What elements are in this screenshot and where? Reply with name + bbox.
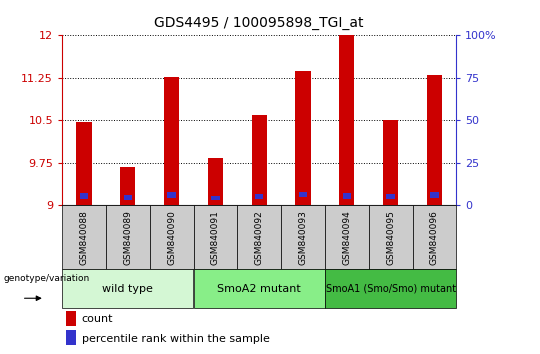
Text: GSM840090: GSM840090 bbox=[167, 210, 176, 265]
Bar bbox=[193, 205, 237, 269]
Bar bbox=[62, 269, 193, 308]
Bar bbox=[369, 205, 413, 269]
Text: GSM840092: GSM840092 bbox=[255, 210, 264, 264]
Bar bbox=[193, 269, 325, 308]
Bar bbox=[299, 192, 307, 198]
Text: GSM840093: GSM840093 bbox=[299, 210, 307, 265]
Text: count: count bbox=[82, 314, 113, 324]
Bar bbox=[387, 194, 395, 199]
Bar bbox=[208, 158, 223, 205]
Bar bbox=[252, 115, 267, 205]
Bar bbox=[339, 35, 354, 205]
Bar bbox=[106, 205, 150, 269]
Text: GSM840088: GSM840088 bbox=[79, 210, 89, 265]
Bar bbox=[281, 205, 325, 269]
Bar bbox=[342, 193, 351, 199]
Bar bbox=[66, 331, 76, 346]
Bar bbox=[255, 194, 264, 199]
Bar bbox=[62, 205, 106, 269]
Text: genotype/variation: genotype/variation bbox=[3, 274, 89, 283]
Bar bbox=[211, 196, 220, 200]
Bar bbox=[427, 75, 442, 205]
Bar bbox=[124, 195, 132, 200]
Text: GSM840095: GSM840095 bbox=[386, 210, 395, 265]
Bar bbox=[167, 192, 176, 198]
Bar bbox=[80, 193, 88, 199]
Bar bbox=[66, 311, 76, 326]
Bar bbox=[413, 205, 456, 269]
Text: SmoA2 mutant: SmoA2 mutant bbox=[217, 284, 301, 293]
Text: SmoA1 (Smo/Smo) mutant: SmoA1 (Smo/Smo) mutant bbox=[326, 284, 456, 293]
Bar bbox=[120, 167, 136, 205]
Bar bbox=[164, 77, 179, 205]
Text: GSM840096: GSM840096 bbox=[430, 210, 439, 265]
Text: percentile rank within the sample: percentile rank within the sample bbox=[82, 333, 269, 344]
Bar bbox=[430, 192, 438, 198]
Text: wild type: wild type bbox=[103, 284, 153, 293]
Bar bbox=[150, 205, 193, 269]
Bar bbox=[237, 205, 281, 269]
Bar bbox=[383, 120, 399, 205]
Title: GDS4495 / 100095898_TGI_at: GDS4495 / 100095898_TGI_at bbox=[154, 16, 364, 30]
Text: GSM840094: GSM840094 bbox=[342, 210, 352, 264]
Bar bbox=[295, 70, 310, 205]
Bar bbox=[325, 269, 456, 308]
Text: GSM840089: GSM840089 bbox=[123, 210, 132, 265]
Bar bbox=[325, 205, 369, 269]
Bar bbox=[76, 122, 92, 205]
Text: GSM840091: GSM840091 bbox=[211, 210, 220, 265]
